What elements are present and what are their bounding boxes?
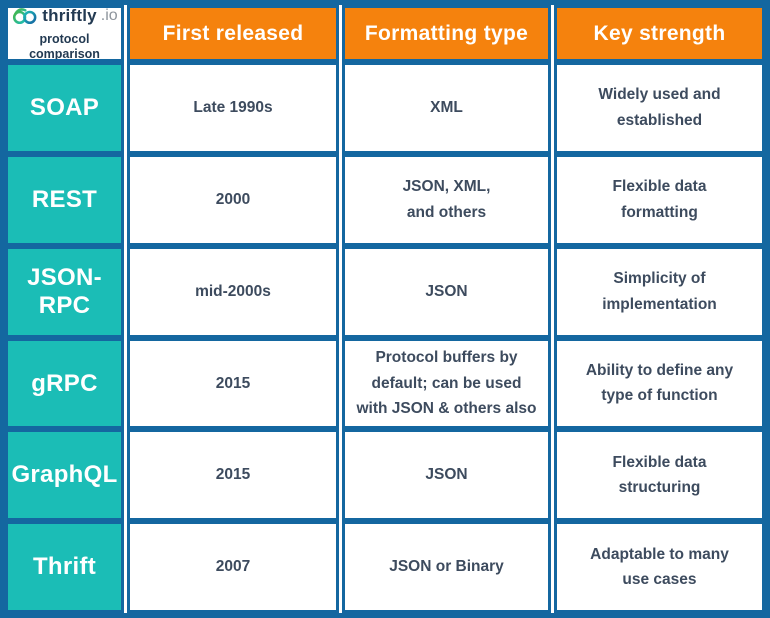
cell-thrift-strength: Adaptable to many use cases [554, 521, 765, 613]
cell-grpc-strength: Ability to define any type of function [554, 337, 765, 430]
logo-subtitle: protocol comparison [29, 31, 100, 61]
brand-tld: .io [100, 6, 118, 24]
logo-cell: thriftly .io protocol comparison [5, 5, 124, 62]
row-header-graphql: GraphQL [5, 429, 124, 522]
protocol-comparison-table: thriftly .io protocol comparison First re… [5, 5, 765, 613]
cell-graphql-strength: Flexible data structuring [554, 429, 765, 522]
cell-soap-strength: Widely used and established [554, 62, 765, 154]
cell-thrift-formatting: JSON or Binary [342, 521, 551, 613]
cell-rest-strength: Flexible data formatting [554, 153, 765, 246]
thriftly-cloud-icon [13, 8, 37, 25]
column-header-formatting-type: Formatting type [342, 5, 551, 62]
column-header-key-strength: Key strength [554, 5, 765, 62]
cell-rest-released: 2000 [127, 153, 339, 246]
cell-rest-formatting: JSON, XML, and others [342, 153, 551, 246]
row-header-grpc: gRPC [5, 337, 124, 430]
cell-grpc-formatting: Protocol buffers by default; can be used… [342, 337, 551, 430]
cell-json-rpc-released: mid-2000s [127, 245, 339, 338]
row-header-rest: REST [5, 153, 124, 246]
logo-lockup: thriftly .io [11, 5, 118, 26]
brand-name: thriftly [42, 5, 97, 25]
cell-json-rpc-strength: Simplicity of implementation [554, 245, 765, 338]
cell-graphql-formatting: JSON [342, 429, 551, 522]
cell-thrift-released: 2007 [127, 521, 339, 613]
row-header-thrift: Thrift [5, 521, 124, 613]
row-header-soap: SOAP [5, 62, 124, 154]
cell-soap-released: Late 1990s [127, 62, 339, 154]
cell-soap-formatting: XML [342, 62, 551, 154]
cell-grpc-released: 2015 [127, 337, 339, 430]
cell-graphql-released: 2015 [127, 429, 339, 522]
row-header-json-rpc: JSON- RPC [5, 245, 124, 338]
cell-json-rpc-formatting: JSON [342, 245, 551, 338]
column-header-first-released: First released [127, 5, 339, 62]
